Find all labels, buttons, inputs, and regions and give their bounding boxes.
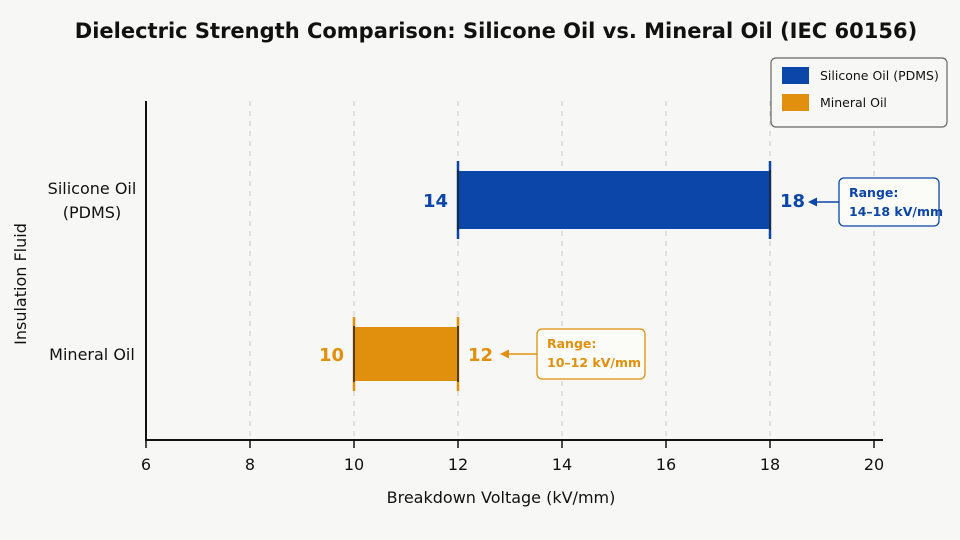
- x-tick-label: 8: [245, 455, 255, 474]
- legend: Silicone Oil (PDMS) Mineral Oil: [770, 57, 948, 128]
- bar-end-label: 12: [468, 345, 493, 366]
- annotation-arrowhead: [808, 197, 817, 207]
- x-tick-label: 14: [552, 455, 572, 474]
- grid-lines: [249, 101, 875, 440]
- legend-swatch: [782, 67, 809, 84]
- bar-end-label: 18: [780, 191, 805, 212]
- category-labels: Silicone Oil (PDMS) Mineral Oil: [48, 179, 137, 364]
- x-tick-label: 12: [448, 455, 468, 474]
- y-category-label: Silicone Oil: [48, 179, 137, 198]
- legend-label: Mineral Oil: [820, 95, 887, 110]
- x-tick-label: 18: [760, 455, 780, 474]
- legend-label: Silicone Oil (PDMS): [820, 68, 939, 83]
- annotation-title: Range:: [849, 185, 898, 200]
- bar-start-label: 14: [423, 191, 448, 212]
- range-annotations: Range: 14–18 kV/mm Range: 10–12 kV/mm: [500, 177, 943, 380]
- annotation-box: [838, 177, 940, 227]
- y-axis-title: Insulation Fluid: [11, 223, 30, 345]
- chart-title: Dielectric Strength Comparison: Silicone…: [75, 19, 917, 43]
- x-tick-label: 20: [864, 455, 884, 474]
- annotation-range-text: 14–18 kV/mm: [849, 204, 943, 219]
- bar-1: [354, 327, 458, 381]
- axes: [145, 101, 883, 441]
- y-category-label: (PDMS): [63, 203, 121, 222]
- annotation-title: Range:: [547, 336, 596, 351]
- annotation-arrowhead: [500, 349, 509, 359]
- legend-frame: [770, 57, 948, 128]
- annotation-box: [536, 328, 646, 380]
- bar-start-label: 10: [319, 345, 344, 366]
- annotation-range-text: 10–12 kV/mm: [547, 355, 641, 370]
- x-tick-label: 16: [656, 455, 676, 474]
- x-tick-label: 6: [141, 455, 151, 474]
- x-ticks: 6 8 10 12 14 16 18 20: [141, 440, 884, 474]
- bar-0: [458, 171, 770, 229]
- y-category-label: Mineral Oil: [49, 345, 135, 364]
- bars: 14 18 10 12: [319, 161, 805, 391]
- legend-swatch: [782, 94, 809, 111]
- x-tick-label: 10: [344, 455, 364, 474]
- x-axis-title: Breakdown Voltage (kV/mm): [387, 488, 616, 507]
